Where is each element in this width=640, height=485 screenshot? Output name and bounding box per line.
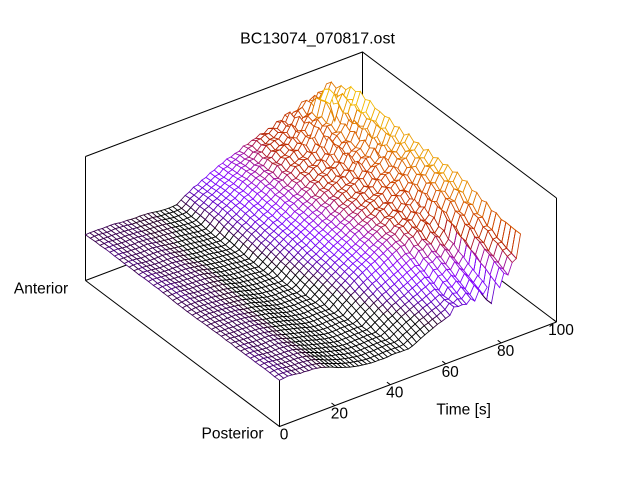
svg-text:BC13074_070817.ost: BC13074_070817.ost (240, 31, 395, 48)
svg-text:20: 20 (331, 406, 349, 423)
svg-text:Anterior: Anterior (14, 281, 68, 298)
svg-text:80: 80 (497, 343, 515, 360)
svg-text:Posterior: Posterior (201, 426, 263, 443)
svg-text:0: 0 (280, 427, 289, 444)
svg-text:Time [s]: Time [s] (436, 402, 491, 419)
svg-text:40: 40 (386, 385, 404, 402)
svg-text:100: 100 (548, 322, 574, 339)
svg-text:60: 60 (442, 364, 460, 381)
